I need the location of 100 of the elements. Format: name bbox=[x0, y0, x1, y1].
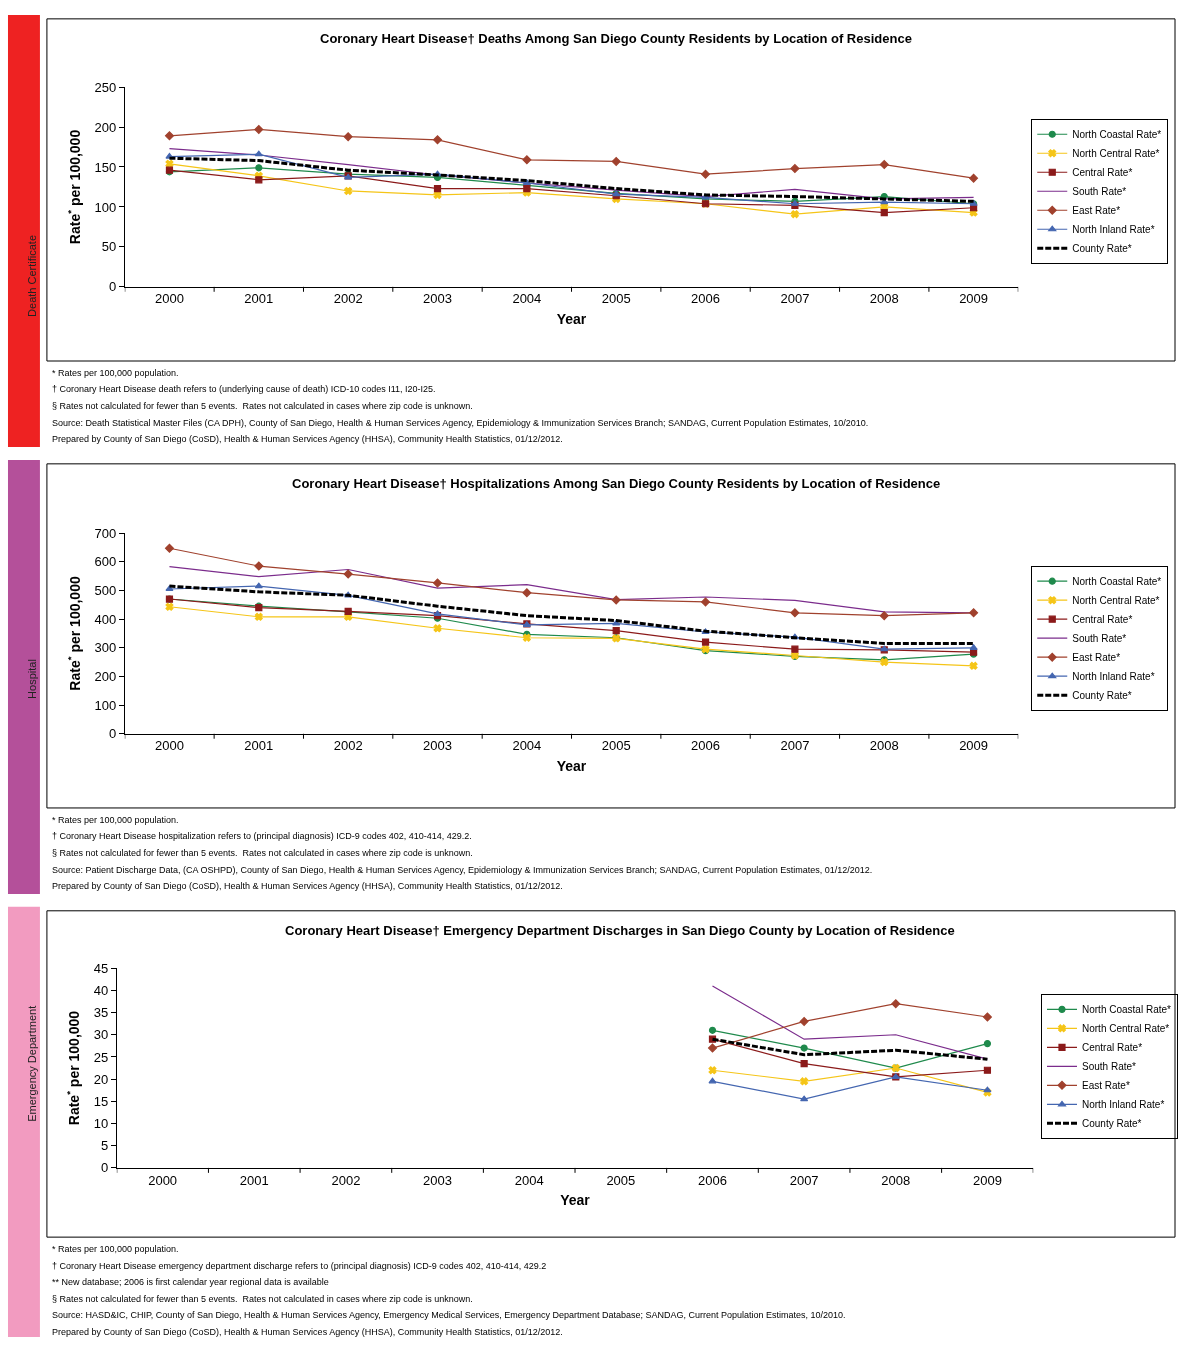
y-tick-label: 300 bbox=[94, 640, 117, 656]
x-tick-label: 2005 bbox=[601, 738, 631, 754]
x-tick-label: 2004 bbox=[514, 1172, 544, 1188]
text: * Rates per 100,000 population. bbox=[52, 1244, 179, 1254]
legend-label: Central Rate* bbox=[1082, 1042, 1143, 1054]
y-tick-label: 700 bbox=[94, 525, 117, 541]
legend-label: North Central Rate* bbox=[1082, 1023, 1170, 1035]
x-tick-label: 2007 bbox=[780, 291, 810, 307]
text: Prepared by County of San Diego (CoSD), Health & Human Services Agency (HHSA), Community Health Statistics, 01/12/2012. bbox=[52, 1327, 563, 1337]
legend-label: Central Rate* bbox=[1072, 614, 1133, 626]
x-tick-label: 2007 bbox=[789, 1172, 819, 1188]
y-tick-label: 15 bbox=[93, 1093, 109, 1109]
x-tick-label: 2001 bbox=[244, 738, 274, 754]
x-tick-label: 2003 bbox=[423, 1172, 453, 1188]
chart-title: Coronary Heart Disease† Hospitalizations Among San Diego County Residents by Location of Residence bbox=[292, 476, 941, 491]
y-tick-label: 100 bbox=[94, 199, 117, 215]
x-tick-label: 2002 bbox=[333, 738, 363, 754]
x-tick-label: 2008 bbox=[869, 291, 899, 307]
text: Prepared by County of San Diego (CoSD), Health & Human Services Agency (HHSA), Community Health Statistics, 01/12/2012. bbox=[52, 434, 563, 444]
legend-label: North Central Rate* bbox=[1072, 595, 1160, 607]
x-tick-label: 2003 bbox=[423, 738, 452, 754]
legend-label: East Rate* bbox=[1082, 1080, 1130, 1092]
text: Death Certificate bbox=[26, 234, 39, 317]
y-tick-label: 50 bbox=[101, 239, 117, 255]
y-tick-label: 600 bbox=[94, 554, 117, 570]
legend-label: North Coastal Rate* bbox=[1072, 576, 1162, 588]
legend-label: County Rate* bbox=[1082, 1118, 1142, 1130]
y-tick-label: 250 bbox=[94, 79, 117, 95]
x-tick-label: 2006 bbox=[691, 738, 721, 754]
y-tick-label: 40 bbox=[93, 982, 109, 998]
legend-label: North Inland Rate* bbox=[1072, 671, 1155, 683]
y-tick-label: 0 bbox=[100, 1160, 109, 1176]
y-tick-label: 500 bbox=[94, 582, 117, 598]
y-tick-label: 10 bbox=[93, 1116, 109, 1132]
y-tick-label: 200 bbox=[94, 669, 117, 684]
text: § Rates not calculated for fewer than 5 events. Rates not calculated in cases where zip code is unknown. bbox=[52, 1294, 473, 1304]
text: * Rates per 100,000 population. bbox=[52, 815, 179, 825]
legend-label: North Coastal Rate* bbox=[1072, 129, 1162, 141]
legend-label: East Rate* bbox=[1072, 652, 1121, 664]
source-note: Source: Death Statistical Master Files (CA DPH), County of San Diego, Health & Human Services Agency, Epidemiology & Immunization Services Branch; SANDAG, Current Population Estimates, 10/2010. bbox=[52, 418, 869, 428]
x-axis-title: Year bbox=[556, 310, 587, 327]
x-axis-title: Year bbox=[560, 1191, 591, 1208]
text: † Coronary Heart Disease hospitalization refers to (principal diagnosis) ICD-9 codes 402, 410-414, 429.2. bbox=[52, 831, 472, 841]
source-note: Source: Patient Discharge Data, (CA OSHPD), County of San Diego, Health & Human Services Agency, Epidemiology & Immunization Services Branch; SANDAG, Current Population Estimates, 01/12/2012. bbox=[52, 865, 873, 875]
x-tick-label: 2008 bbox=[881, 1172, 911, 1188]
x-tick-label: 2002 bbox=[331, 1172, 361, 1188]
legend-label: Central Rate* bbox=[1072, 167, 1133, 179]
text: † Coronary Heart Disease emergency department discharge refers to (principal diagnosis) ICD-9 codes 402, 410-414, 429.2 bbox=[52, 1261, 547, 1271]
chart-title: Coronary Heart Disease† Emergency Department Discharges in San Diego County by Location of Residence bbox=[285, 923, 955, 938]
text: Prepared by County of San Diego (CoSD), Health & Human Services Agency (HHSA), Community Health Statistics, 01/12/2012. bbox=[52, 881, 563, 891]
legend-label: County Rate* bbox=[1072, 243, 1132, 255]
x-tick-label: 2001 bbox=[244, 291, 274, 307]
text: * Rates per 100,000 population. bbox=[52, 368, 179, 378]
text: Emergency Department bbox=[26, 1005, 39, 1122]
legend-label: North Inland Rate* bbox=[1082, 1099, 1165, 1111]
x-tick-label: 2002 bbox=[333, 291, 363, 307]
y-tick-label: 45 bbox=[93, 960, 109, 976]
y-tick-label: 100 bbox=[94, 697, 117, 713]
y-tick-label: 150 bbox=[94, 159, 117, 175]
y-tick-label: 0 bbox=[108, 279, 117, 295]
x-tick-label: 2005 bbox=[606, 1172, 636, 1188]
chart-title: Coronary Heart Disease† Deaths Among San Diego County Residents by Location of Residence bbox=[320, 31, 912, 46]
legend-label: North Coastal Rate* bbox=[1082, 1004, 1172, 1016]
text: § Rates not calculated for fewer than 5 events. Rates not calculated in cases where zip code is unknown. bbox=[52, 401, 473, 411]
x-tick-label: 2000 bbox=[155, 738, 184, 754]
x-tick-label: 2009 bbox=[959, 291, 989, 307]
text: § Rates not calculated for fewer than 5 events. Rates not calculated in cases where zip code is unknown. bbox=[52, 848, 473, 858]
y-tick-label: 35 bbox=[93, 1005, 109, 1021]
x-tick-label: 2001 bbox=[239, 1172, 269, 1188]
x-tick-label: 2000 bbox=[148, 1172, 178, 1188]
x-tick-label: 2006 bbox=[691, 291, 721, 307]
y-tick-label: 5 bbox=[100, 1138, 109, 1154]
x-tick-label: 2005 bbox=[601, 291, 631, 307]
legend-label: East Rate* bbox=[1072, 205, 1121, 217]
legend-label: North Inland Rate* bbox=[1072, 224, 1155, 236]
y-tick-label: 200 bbox=[94, 119, 117, 135]
x-tick-label: 2008 bbox=[869, 738, 899, 754]
x-tick-label: 2007 bbox=[780, 738, 810, 754]
x-tick-label: 2000 bbox=[155, 291, 184, 307]
legend-label: North Central Rate* bbox=[1072, 148, 1160, 160]
x-tick-label: 2009 bbox=[959, 738, 989, 754]
x-tick-label: 2004 bbox=[512, 738, 542, 754]
legend-label: South Rate* bbox=[1072, 186, 1127, 198]
y-tick-label: 30 bbox=[93, 1027, 109, 1043]
y-tick-label: 400 bbox=[94, 611, 117, 627]
source-note: Source: HASD&IC, CHIP, County of San Diego, Health & Human Services Agency, Emergency Medical Services, Emergency Department Database; SANDAG, Current Population Estimates, 10/2010. bbox=[52, 1310, 846, 1320]
x-axis-title: Year bbox=[556, 757, 587, 774]
y-tick-label: 20 bbox=[93, 1071, 109, 1087]
text: Hospital bbox=[26, 659, 39, 699]
y-tick-label: 25 bbox=[93, 1049, 109, 1065]
x-tick-label: 2009 bbox=[972, 1172, 1002, 1188]
legend-label: South Rate* bbox=[1072, 633, 1127, 645]
legend-label: County Rate* bbox=[1072, 690, 1132, 702]
text: † Coronary Heart Disease death refers to (underlying cause of death) ICD-10 codes I11, I20-I25. bbox=[52, 384, 436, 394]
legend-label: South Rate* bbox=[1082, 1061, 1137, 1073]
y-tick-label: 0 bbox=[108, 726, 117, 742]
x-tick-label: 2003 bbox=[423, 291, 452, 307]
text: ** New database; 2006 is first calendar year regional data is available bbox=[52, 1277, 329, 1287]
x-tick-label: 2006 bbox=[698, 1172, 727, 1188]
x-tick-label: 2004 bbox=[512, 291, 542, 307]
